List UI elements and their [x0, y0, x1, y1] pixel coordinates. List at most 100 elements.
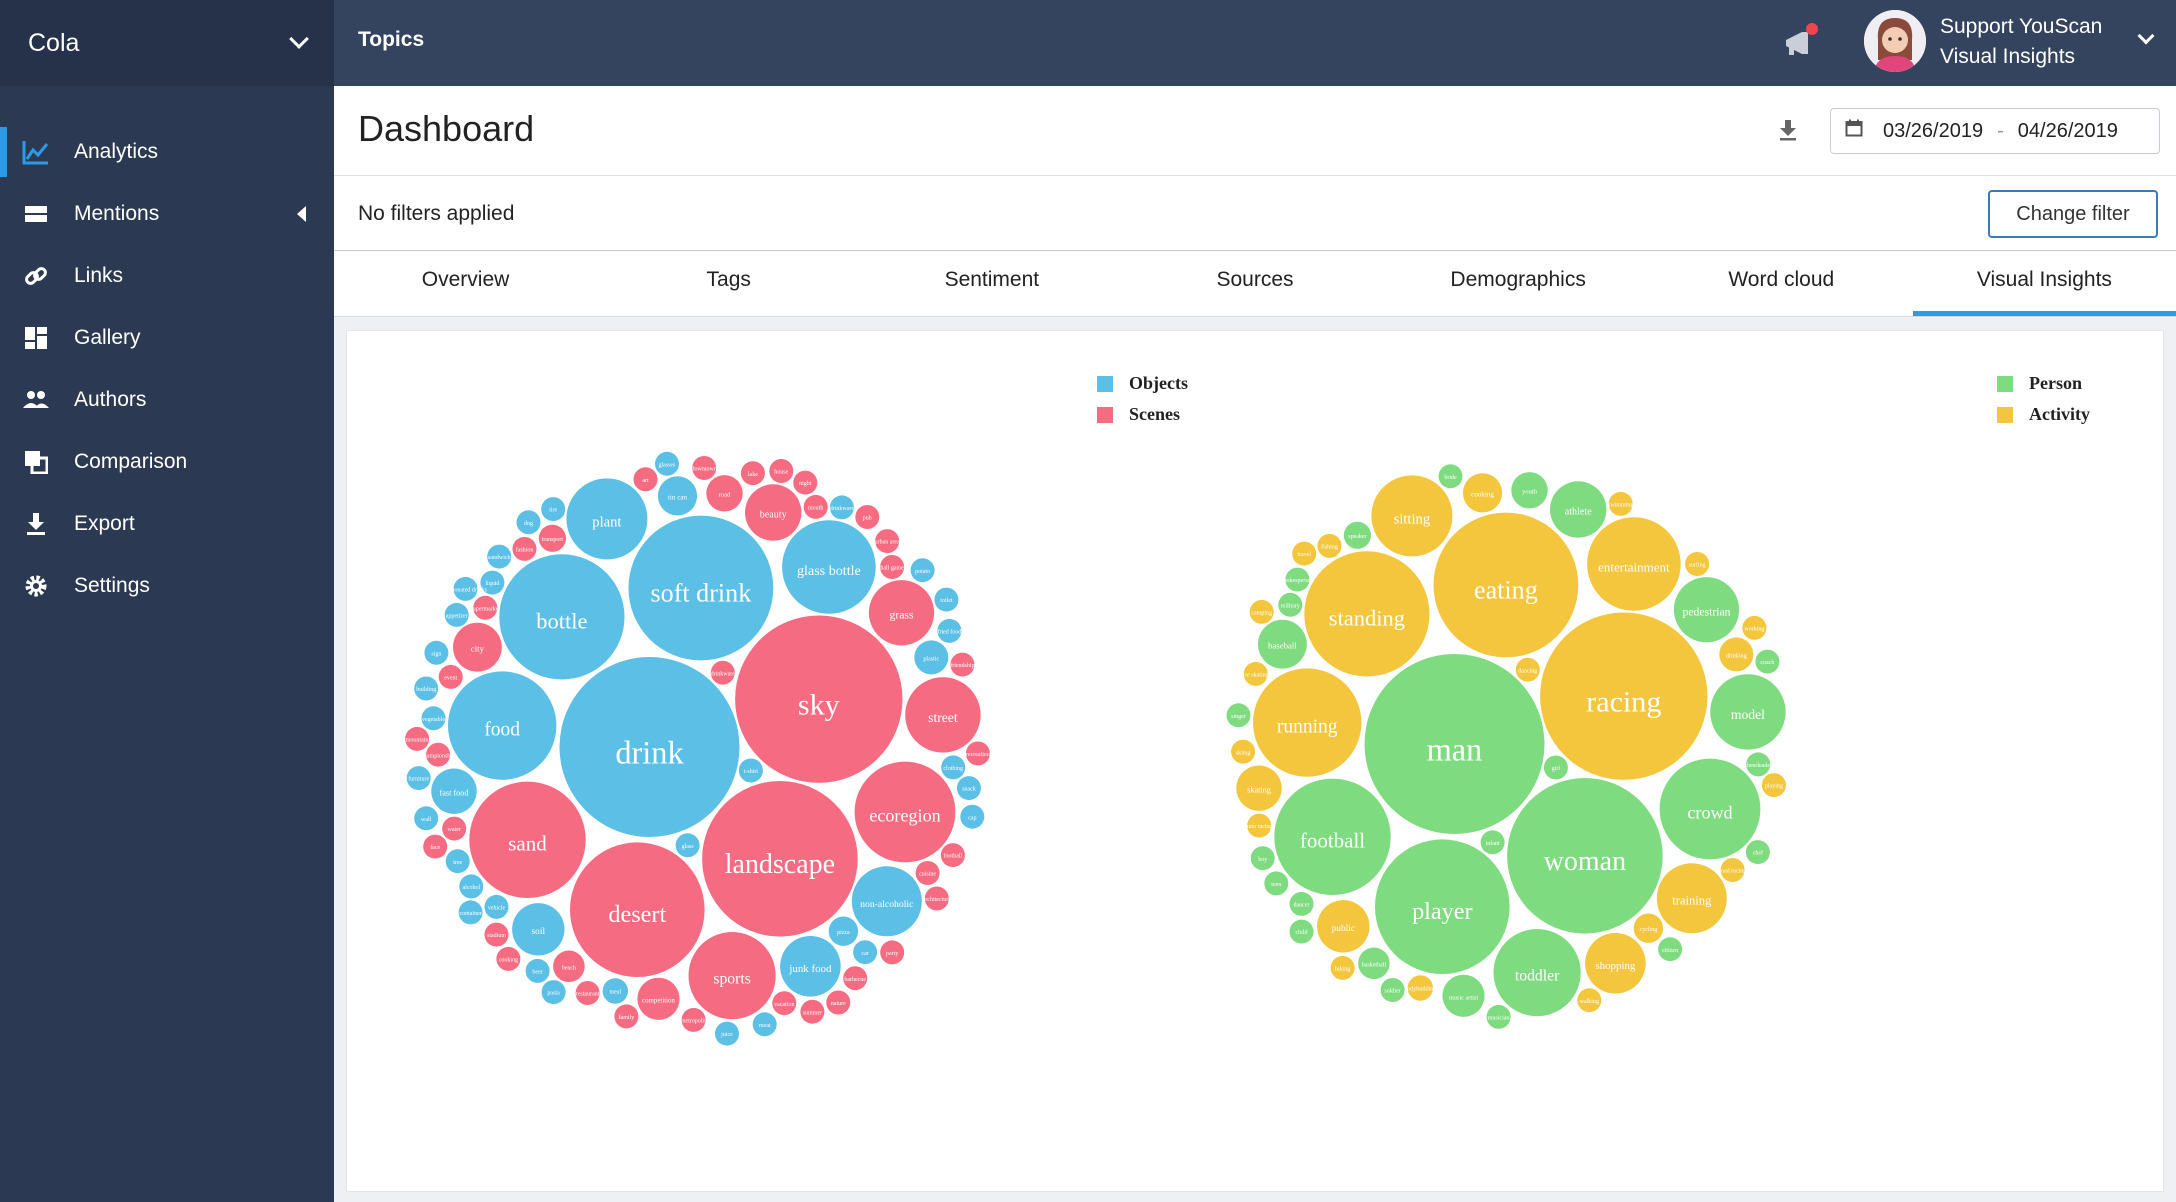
bubble-music-artist[interactable]	[1442, 974, 1485, 1017]
bubble-city[interactable]	[453, 622, 502, 672]
bubble-tin-can[interactable]	[657, 476, 698, 516]
bubble-skating[interactable]	[1236, 765, 1282, 811]
bubble-walking[interactable]	[1577, 988, 1602, 1013]
bubble-basketball[interactable]	[1358, 947, 1390, 980]
bubble-urban-area[interactable]	[875, 529, 900, 554]
bubble-fried-food[interactable]	[937, 618, 962, 643]
bubble-stadium[interactable]	[484, 922, 509, 947]
bubble-meat[interactable]	[752, 1012, 777, 1037]
legend-item-activity[interactable]: Activity	[1997, 404, 2090, 425]
tab-sources[interactable]: Sources	[1216, 268, 1294, 291]
sidebar-item-gallery[interactable]: Gallery	[0, 307, 334, 369]
bubble-car[interactable]	[853, 940, 878, 965]
change-filter-button[interactable]: Change filter	[1988, 190, 2158, 238]
tab-word-cloud[interactable]: Word cloud	[1728, 268, 1835, 291]
bubble-mouth[interactable]	[803, 494, 828, 519]
bubble-entertainment[interactable]	[1587, 517, 1681, 611]
bubble-standing[interactable]	[1304, 551, 1430, 677]
bubble-sky[interactable]	[735, 615, 903, 783]
bubble-athlete[interactable]	[1550, 481, 1607, 538]
bubble-downtown[interactable]	[692, 456, 717, 480]
bubble-plastic[interactable]	[914, 640, 949, 675]
bubble-hiking[interactable]	[1330, 955, 1355, 980]
bubble-drinkware[interactable]	[710, 660, 735, 685]
bubble-public[interactable]	[1317, 900, 1370, 953]
bubble-ice-skating[interactable]	[1243, 661, 1268, 686]
date-from[interactable]: 03/26/2019	[1883, 119, 1984, 142]
bubble-woman[interactable]	[1507, 778, 1663, 934]
bubble-dancer[interactable]	[1289, 891, 1314, 916]
bubble-nature[interactable]	[826, 990, 851, 1015]
bubble-building[interactable]	[414, 676, 439, 701]
bubble-desert[interactable]	[570, 842, 705, 977]
bubble-sitting[interactable]	[1371, 475, 1453, 557]
bubble-military[interactable]	[1278, 592, 1303, 617]
bubble-singer[interactable]	[1226, 703, 1251, 728]
bubble-cheerleader[interactable]	[1746, 752, 1771, 777]
bubble-pedestrian[interactable]	[1673, 577, 1740, 643]
bubble-swimming[interactable]	[1608, 491, 1633, 516]
bubble-supermarket[interactable]	[473, 595, 498, 620]
legend-item-scenes[interactable]: Scenes	[1097, 404, 1188, 425]
bubble-lake[interactable]	[740, 461, 765, 486]
bubble-road[interactable]	[706, 475, 743, 512]
megaphone-icon[interactable]	[1782, 22, 1822, 62]
bubble-surfing[interactable]	[1685, 552, 1710, 576]
bubble-citizen[interactable]	[1658, 937, 1683, 962]
bubble-beauty[interactable]	[745, 484, 802, 541]
bubble-transport[interactable]	[538, 524, 566, 552]
bubble-wall[interactable]	[414, 806, 439, 831]
bubble-model[interactable]	[1710, 674, 1786, 750]
bubble-snack[interactable]	[956, 776, 981, 801]
bubble-beer[interactable]	[525, 958, 550, 983]
bubble-working[interactable]	[1742, 615, 1767, 640]
bubble-infant[interactable]	[1480, 830, 1505, 855]
bubble-playing[interactable]	[1761, 773, 1786, 798]
bubble-camping[interactable]	[1249, 599, 1274, 624]
bubble-beach[interactable]	[553, 950, 585, 983]
bubble-dancing[interactable]	[1515, 657, 1540, 682]
bubble-baseball[interactable]	[1258, 619, 1307, 669]
bubble-glass-bottle[interactable]	[782, 520, 876, 614]
bubble-sandwich[interactable]	[487, 544, 512, 569]
bubble-tree[interactable]	[445, 849, 470, 874]
download-icon[interactable]	[1776, 118, 1800, 142]
bubble-child[interactable]	[1289, 919, 1314, 944]
bubble-architecture[interactable]	[924, 886, 949, 911]
bubble-night[interactable]	[793, 470, 818, 495]
bubble-appetizer[interactable]	[444, 602, 469, 627]
bubble-football[interactable]	[1274, 778, 1391, 895]
sidebar-item-export[interactable]: Export	[0, 493, 334, 555]
bubble-fishing[interactable]	[1317, 533, 1342, 558]
bubble-tire[interactable]	[541, 497, 566, 522]
bubble-restaurant[interactable]	[575, 981, 600, 1005]
bubble-family[interactable]	[614, 1004, 639, 1029]
tab-visual-insights[interactable]: Visual Insights	[1912, 251, 2176, 316]
bubble-racing[interactable]	[1540, 612, 1708, 780]
bubble-youth[interactable]	[1511, 472, 1548, 509]
bubble-soldier[interactable]	[1380, 978, 1405, 1002]
bubble-cuisine[interactable]	[915, 861, 940, 885]
date-range-picker[interactable]: 03/26/2019 - 04/26/2019	[1830, 108, 2160, 154]
bubble-event[interactable]	[438, 664, 463, 689]
bubble-cap[interactable]	[960, 804, 985, 829]
sidebar-item-links[interactable]: Links	[0, 245, 334, 307]
bubble-street[interactable]	[905, 677, 981, 753]
bubble-sports[interactable]	[688, 932, 776, 1020]
bubble-friendship[interactable]	[950, 652, 975, 677]
bubble-running[interactable]	[1253, 668, 1362, 777]
chevron-down-icon[interactable]	[2137, 27, 2155, 45]
bubble-cooking[interactable]	[1462, 473, 1503, 513]
sidebar-item-settings[interactable]: Settings	[0, 555, 334, 617]
bubble-metropolis[interactable]	[681, 1007, 706, 1032]
bubble-shopping[interactable]	[1585, 933, 1646, 994]
bubble-alcohol[interactable]	[459, 874, 484, 899]
bubble-auto-racing[interactable]	[1247, 813, 1272, 838]
bubble-toilet[interactable]	[934, 587, 959, 612]
bubble-water[interactable]	[442, 816, 467, 841]
legend-item-objects[interactable]: Objects	[1097, 373, 1188, 394]
bubble-fashion[interactable]	[512, 536, 537, 561]
bubble-crowd[interactable]	[1659, 758, 1761, 860]
bubble-landscape[interactable]	[702, 781, 858, 937]
bubble-glass[interactable]	[675, 833, 700, 858]
